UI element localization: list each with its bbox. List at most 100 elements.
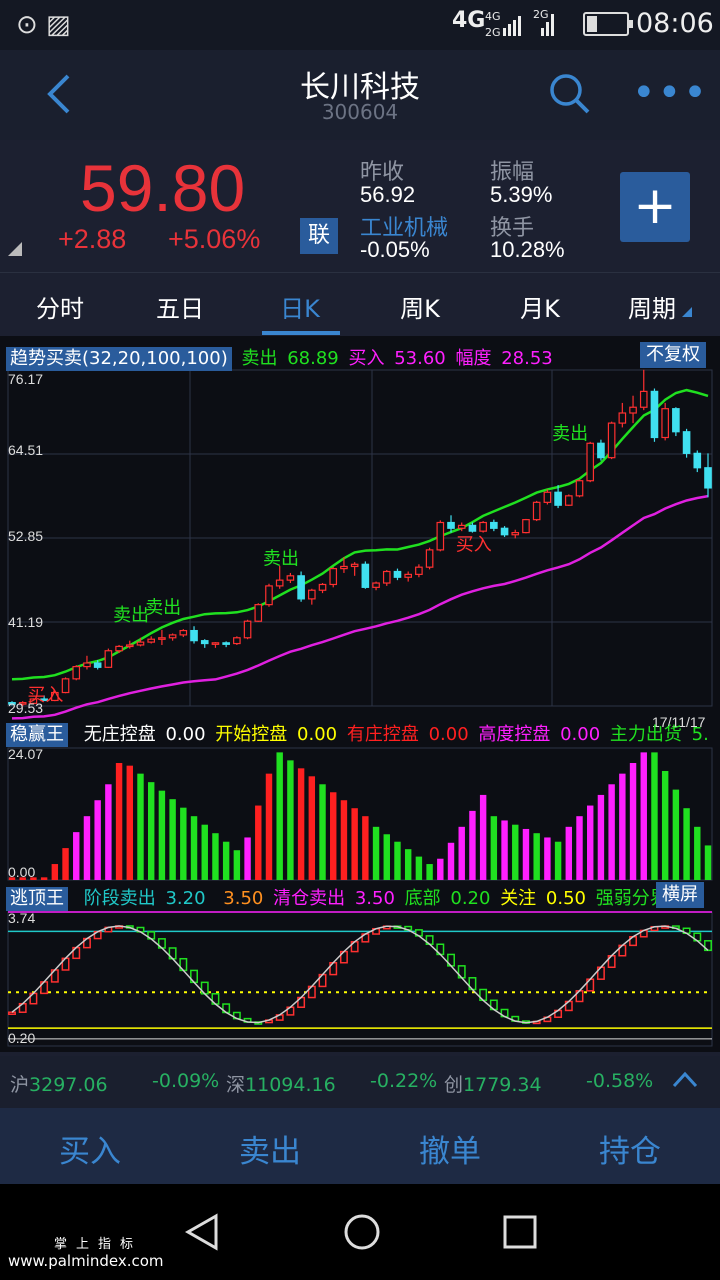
buy-label: 买入 [348,348,385,369]
ind2-bar [297,768,305,880]
adjust-button[interactable]: 不复权 [640,342,706,368]
system-navigation-bar [0,1184,720,1280]
index-cy-pct: -0.58% [586,1070,653,1092]
index-value: 3297.06 [29,1074,108,1096]
ind2-bar [105,784,112,880]
tab-weekly-k[interactable]: 周K [400,295,440,323]
candle-body [650,390,659,439]
ind3-item-label: 清仓卖出 [273,888,346,909]
candle-body [479,521,487,532]
indicator2-name[interactable]: 稳赢王 [6,723,68,747]
tab-daily-k[interactable]: 日K [280,295,320,323]
ind2-bar [83,816,91,880]
ind2-bar [308,776,316,880]
lian-button[interactable]: 联 [300,218,338,254]
ind2-bar [62,848,69,880]
ind3-item-value: 3.50 [354,888,395,909]
status-bar: ⊙ ▨ 4G 4G 2G 2G 08:06 [0,0,720,50]
index-pct: -0.22% [370,1070,438,1092]
stock-code: 300604 [321,100,399,124]
main-indicator-header: 趋势买卖(32,20,100,100) 卖出 68.89 买入 53.60 幅度… [6,344,553,371]
ind3-y-tick: 3.74 [8,910,36,926]
positions-button[interactable]: 持仓 [599,1134,661,1170]
candle-body [104,650,113,668]
more-menu-icon[interactable]: ••• [632,70,709,116]
ind3-item-value: 0.50 [545,888,586,909]
tab-five-day[interactable]: 五日 [156,295,204,323]
signal-label: 卖出 [552,424,588,445]
tab-monthly-k[interactable]: 月K [520,295,560,323]
candle-body [404,573,412,578]
indicator3-name[interactable]: 逃顶王 [6,887,68,911]
candle-body [597,442,605,459]
ind2-bar [608,784,615,880]
ind2-bar [533,833,540,880]
ind2-bar [479,794,487,880]
candle-body [318,583,327,591]
back-triangle-icon[interactable] [182,1212,222,1252]
candle-body [543,491,552,503]
ind2-bar [469,810,476,880]
cancel-order-button[interactable]: 撤单 [419,1134,481,1170]
candle-body [639,390,648,408]
main-indicator-name[interactable]: 趋势买卖(32,20,100,100) [6,347,232,371]
candle-body [500,527,509,536]
ind2-item-label: 有庄控盘 [346,724,419,745]
home-circle-icon[interactable] [342,1212,382,1252]
market-index-bar[interactable]: 沪3297.06 -0.09% 深11094.16 -0.22% 创1779.3… [0,1056,720,1108]
ind2-bar [115,763,123,880]
industry-link[interactable]: 工业机械 [360,216,449,241]
buy-button[interactable]: 买入 [59,1134,121,1170]
candle-body [340,565,348,570]
candle-body [308,589,316,600]
search-icon[interactable] [548,72,592,116]
period-dropdown-icon [682,307,692,317]
candle-body [532,501,541,521]
ind2-bar [672,789,680,880]
signal-label: 卖出 [145,597,181,618]
candle-body [586,442,595,482]
candle-body [179,629,188,636]
ind2-bar [704,845,712,880]
candle-body [200,640,209,645]
candle-body [211,642,220,645]
ind3-bar [704,940,712,952]
candle-body [415,566,423,575]
index-sh-pct: -0.09% [152,1070,219,1092]
ind2-bar [233,850,241,880]
ind2-bar [458,826,465,880]
candle-body [29,698,38,704]
notification-icons: ⊙ ▨ [16,10,71,40]
candle-body [8,702,16,705]
ind2-bar [73,832,80,880]
candle-body [672,408,680,433]
candle-body [125,644,134,648]
chevron-up-icon[interactable] [672,1068,698,1090]
back-arrow-icon[interactable] [40,72,80,116]
add-to-watchlist-button[interactable]: + [620,172,690,242]
ind2-bar [276,752,283,880]
indicator3-header: 逃顶王 阶段卖出 3.20 3.50 清仓卖出 3.50 底部 0.20 关注 … [6,884,668,911]
ind2-bar [597,794,605,880]
landscape-button[interactable]: 横屏 [656,882,704,908]
ind2-bar [512,824,519,880]
tab-intraday[interactable]: 分时 [36,295,84,323]
candle-body [393,570,402,578]
ind2-bar [587,805,594,880]
kline-chart-area[interactable]: 卖出 卖出 卖出 买入 买入 卖出 趋势买卖(32,20,100,100) 卖出 68.8… [0,336,720,1052]
ind3-item-label: 阶段卖出 [83,888,156,909]
ind2-item-value: 0.00 [560,724,601,745]
ind2-bar [640,752,647,880]
ind2-bar [212,833,219,880]
candle-body [297,575,305,600]
turnover-label: 换手 [490,216,535,241]
candle-body [457,524,466,529]
candle-body [233,637,241,645]
price-change: +2.88 [58,224,127,254]
sell-button[interactable]: 卖出 [239,1134,301,1170]
recent-apps-square-icon[interactable] [502,1214,538,1250]
candle-body [618,412,627,424]
candle-body [468,524,477,532]
tab-period[interactable]: 周期 [628,295,676,323]
